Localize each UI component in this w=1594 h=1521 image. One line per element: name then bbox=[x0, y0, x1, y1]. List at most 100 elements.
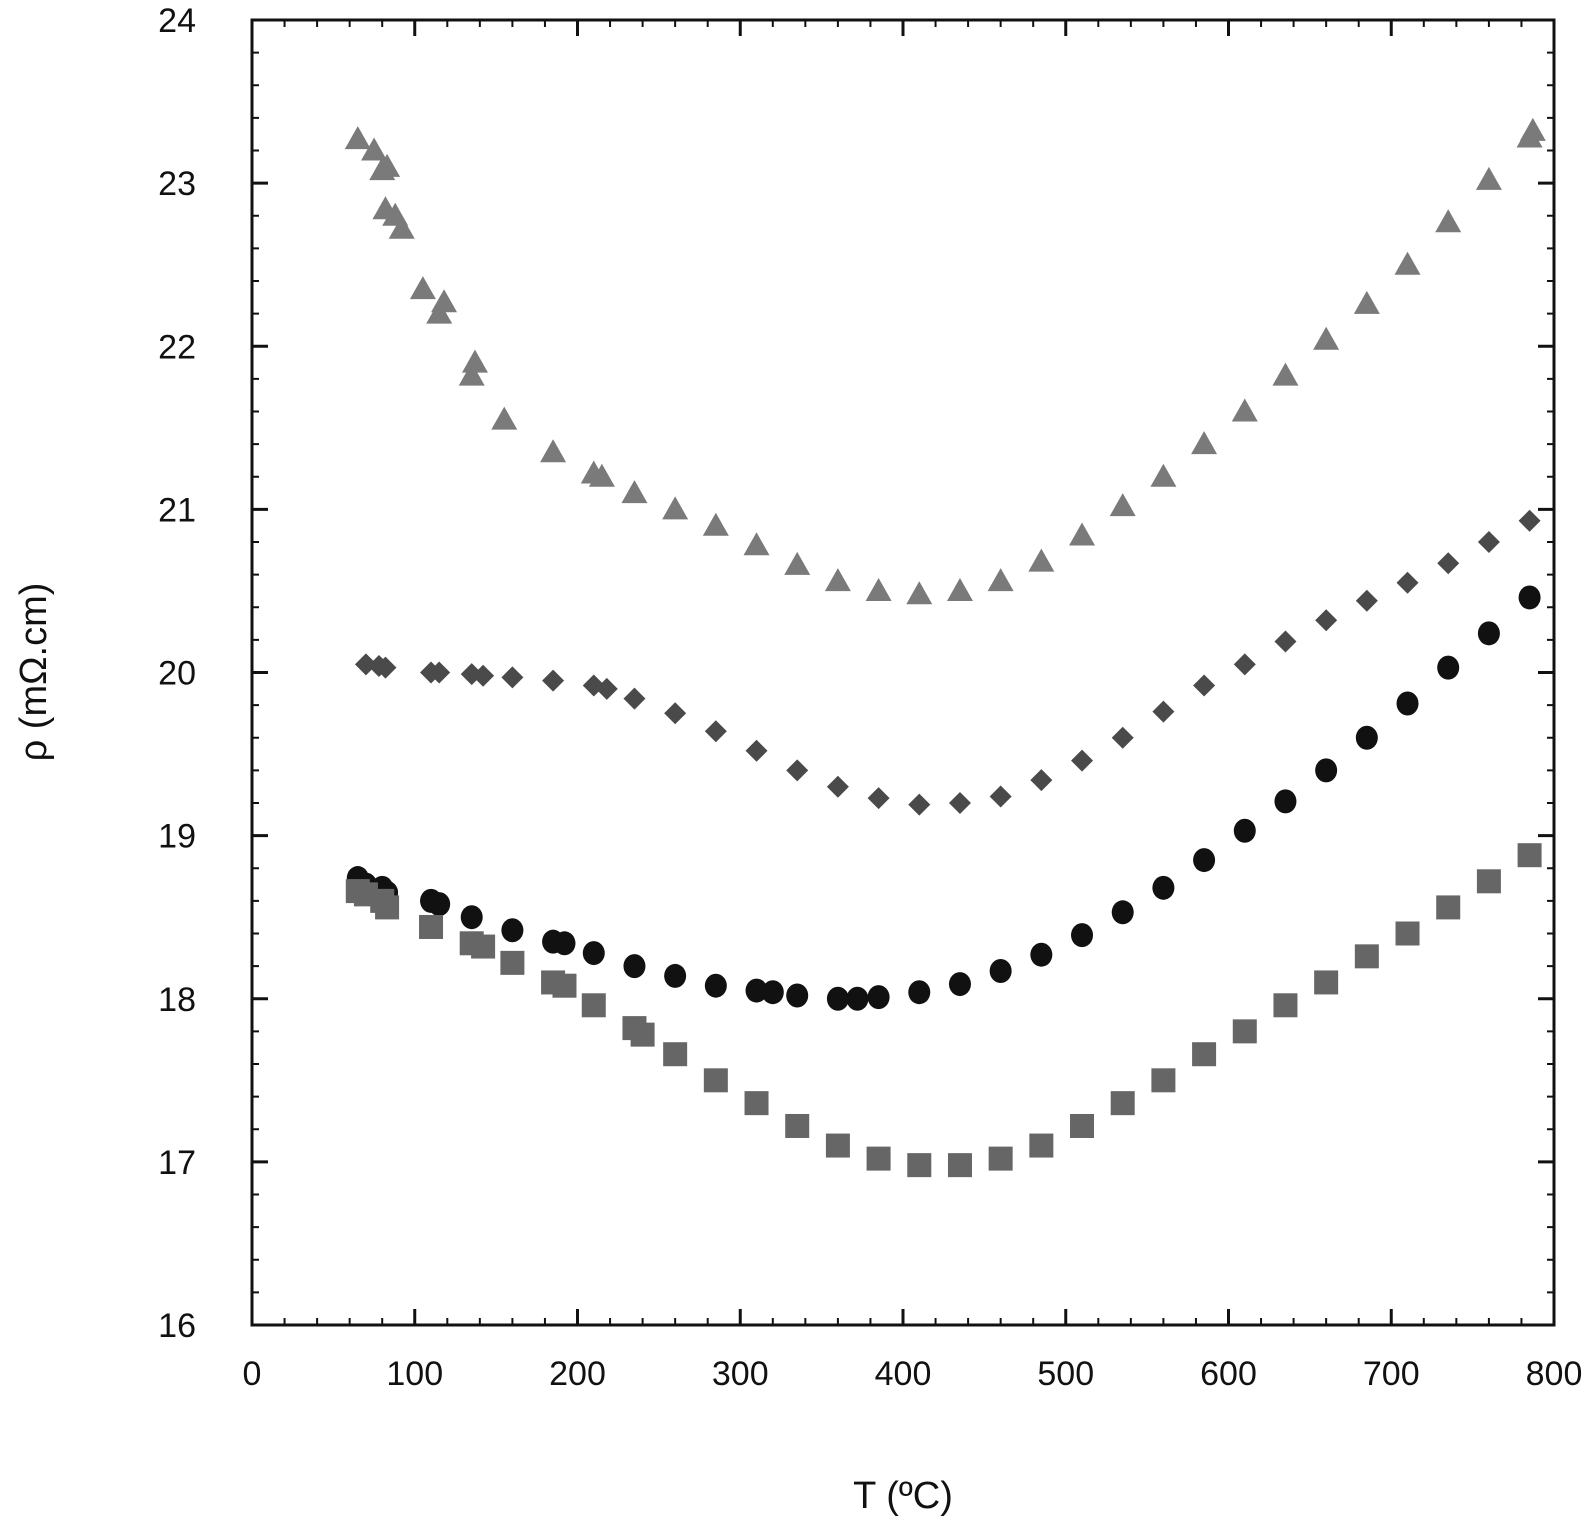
diamond-point bbox=[908, 793, 931, 816]
x-tick-label: 800 bbox=[1526, 1355, 1583, 1393]
circle-point bbox=[1437, 655, 1460, 680]
diamond-point bbox=[1193, 674, 1216, 697]
square-point bbox=[1354, 944, 1379, 969]
circle-point bbox=[908, 980, 931, 1005]
diamond-point bbox=[664, 702, 687, 725]
square-point bbox=[1395, 921, 1420, 946]
circle-point bbox=[1355, 725, 1378, 750]
circle-point bbox=[1315, 758, 1338, 783]
square-point bbox=[471, 934, 496, 959]
circle-point bbox=[1233, 818, 1256, 843]
circle-point bbox=[1274, 789, 1297, 814]
triangle-point bbox=[1109, 493, 1136, 517]
data-markers bbox=[344, 117, 1546, 1178]
triangle-point bbox=[865, 577, 892, 601]
square-point bbox=[1151, 1068, 1176, 1093]
square-point bbox=[825, 1133, 850, 1158]
square-point bbox=[907, 1153, 932, 1178]
y-tick-label: 21 bbox=[158, 491, 196, 529]
square-point bbox=[988, 1146, 1013, 1171]
triangle-point bbox=[1353, 290, 1380, 314]
triangle-point bbox=[824, 568, 851, 592]
triangle-point bbox=[1475, 166, 1502, 190]
circle-point bbox=[826, 986, 849, 1011]
triangle-point bbox=[458, 362, 485, 386]
square-point bbox=[581, 993, 606, 1018]
circle-point bbox=[1518, 585, 1541, 610]
triangle-point bbox=[784, 551, 811, 575]
triangle-point bbox=[1519, 117, 1546, 141]
square-point bbox=[663, 1042, 688, 1067]
triangle-point bbox=[987, 568, 1014, 592]
diamond-point bbox=[1396, 571, 1419, 594]
triangle-point bbox=[344, 126, 371, 150]
triangle-point bbox=[409, 276, 436, 300]
diamond-point bbox=[1274, 630, 1297, 653]
y-tick-label: 20 bbox=[158, 655, 196, 693]
square-point bbox=[866, 1146, 891, 1171]
square-point bbox=[1476, 869, 1501, 894]
circle-point bbox=[582, 941, 605, 966]
diamond-point bbox=[354, 653, 377, 676]
circle-point bbox=[989, 959, 1012, 984]
y-tick-label: 16 bbox=[158, 1307, 196, 1345]
triangle-point bbox=[662, 496, 689, 520]
circle-point bbox=[1193, 848, 1216, 873]
circle-point bbox=[867, 985, 890, 1010]
diamond-point bbox=[745, 739, 768, 762]
square-point bbox=[947, 1153, 972, 1178]
x-tick-label: 200 bbox=[549, 1355, 606, 1393]
diamond-point bbox=[1030, 769, 1053, 792]
triangle-point bbox=[540, 439, 567, 463]
circle-point bbox=[786, 983, 809, 1008]
triangle-point bbox=[1435, 209, 1462, 233]
circle-point bbox=[1477, 621, 1500, 646]
triangle-point bbox=[906, 581, 933, 605]
square-point bbox=[1517, 843, 1542, 868]
diamond-point bbox=[989, 785, 1012, 808]
circle-point bbox=[1396, 691, 1419, 716]
circle-point bbox=[948, 972, 971, 997]
circle-point bbox=[1071, 923, 1094, 948]
circle-point bbox=[460, 905, 483, 930]
square-point bbox=[1110, 1091, 1135, 1116]
x-tick-label: 100 bbox=[386, 1355, 443, 1393]
triangle-point bbox=[588, 463, 615, 487]
circle-point bbox=[501, 918, 524, 943]
y-tick-label: 23 bbox=[158, 165, 196, 203]
diamond-point bbox=[1315, 609, 1338, 632]
x-tick-label: 500 bbox=[1037, 1355, 1094, 1393]
circle-point bbox=[428, 892, 451, 917]
triangle-point bbox=[491, 406, 518, 430]
circle-point bbox=[846, 986, 869, 1011]
y-tick-label: 19 bbox=[158, 818, 196, 856]
y-axis-title: ρ (mΩ.cm) bbox=[13, 583, 55, 762]
triangle-point bbox=[1394, 251, 1421, 275]
square-point bbox=[630, 1022, 655, 1047]
x-tick-label: 0 bbox=[243, 1355, 262, 1393]
triangle-point bbox=[388, 215, 415, 239]
triangle-point bbox=[743, 532, 770, 556]
triangle-point bbox=[431, 289, 458, 313]
square-point bbox=[703, 1068, 728, 1093]
square-point bbox=[1029, 1133, 1054, 1158]
diamond-point bbox=[1111, 726, 1134, 749]
circle-point bbox=[1030, 942, 1053, 967]
x-tick-label: 700 bbox=[1363, 1355, 1420, 1393]
triangle-point bbox=[1272, 362, 1299, 386]
triangle-point bbox=[1231, 398, 1258, 422]
diamond-point bbox=[1233, 653, 1256, 676]
diamond-point bbox=[948, 792, 971, 814]
diamond-point bbox=[1071, 749, 1094, 772]
square-point bbox=[500, 950, 525, 975]
diamond-point bbox=[374, 656, 397, 679]
y-tick-label: 22 bbox=[158, 328, 196, 366]
y-axis-tick-labels: 16 17 18 19 20 21 22 23 24 bbox=[158, 2, 196, 1345]
square-point bbox=[1070, 1113, 1095, 1138]
diamond-point bbox=[1152, 700, 1175, 723]
square-point bbox=[375, 895, 400, 920]
diamond-point bbox=[1477, 531, 1500, 553]
diamond-point bbox=[786, 759, 809, 782]
y-tick-label: 17 bbox=[158, 1144, 196, 1182]
